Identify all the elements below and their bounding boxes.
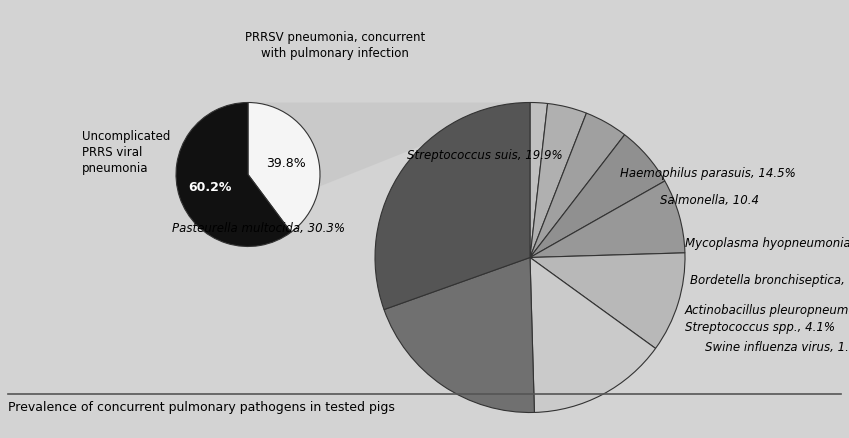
Wedge shape bbox=[530, 253, 685, 349]
Text: 60.2%: 60.2% bbox=[188, 181, 232, 194]
Text: Haemophilus parasuis, 14.5%: Haemophilus parasuis, 14.5% bbox=[620, 166, 796, 179]
Wedge shape bbox=[384, 258, 534, 413]
Text: Streptococcus suis, 19.9%: Streptococcus suis, 19.9% bbox=[408, 148, 563, 161]
Text: PRRSV pneumonia, concurrent
with pulmonary infection: PRRSV pneumonia, concurrent with pulmona… bbox=[245, 30, 425, 60]
Wedge shape bbox=[530, 104, 587, 258]
Text: Mycoplasma hyopneumoniae, 7.7%: Mycoplasma hyopneumoniae, 7.7% bbox=[685, 237, 849, 249]
Text: Bordetella bronchiseptica, 6.3%: Bordetella bronchiseptica, 6.3% bbox=[690, 273, 849, 286]
Text: Streptococcus spp., 4.1%: Streptococcus spp., 4.1% bbox=[685, 320, 835, 333]
Wedge shape bbox=[530, 182, 685, 258]
Text: Uncomplicated
PRRS viral
pneumonia: Uncomplicated PRRS viral pneumonia bbox=[82, 130, 171, 175]
Wedge shape bbox=[530, 258, 655, 413]
Text: Actinobacillus pleuropneumoniae, 4.5%: Actinobacillus pleuropneumoniae, 4.5% bbox=[685, 303, 849, 316]
Wedge shape bbox=[375, 103, 530, 310]
Wedge shape bbox=[176, 103, 291, 247]
Text: Prevalence of concurrent pulmonary pathogens in tested pigs: Prevalence of concurrent pulmonary patho… bbox=[8, 400, 395, 413]
Wedge shape bbox=[248, 103, 320, 233]
Text: Swine influenza virus, 1.8%: Swine influenza virus, 1.8% bbox=[705, 340, 849, 353]
Text: 39.8%: 39.8% bbox=[266, 156, 306, 169]
Polygon shape bbox=[205, 103, 685, 413]
Text: Salmonella, 10.4: Salmonella, 10.4 bbox=[660, 194, 759, 207]
Wedge shape bbox=[530, 114, 625, 258]
Text: Pasteurella multocida, 30.3%: Pasteurella multocida, 30.3% bbox=[172, 222, 345, 234]
Wedge shape bbox=[530, 135, 665, 258]
Wedge shape bbox=[530, 103, 548, 258]
